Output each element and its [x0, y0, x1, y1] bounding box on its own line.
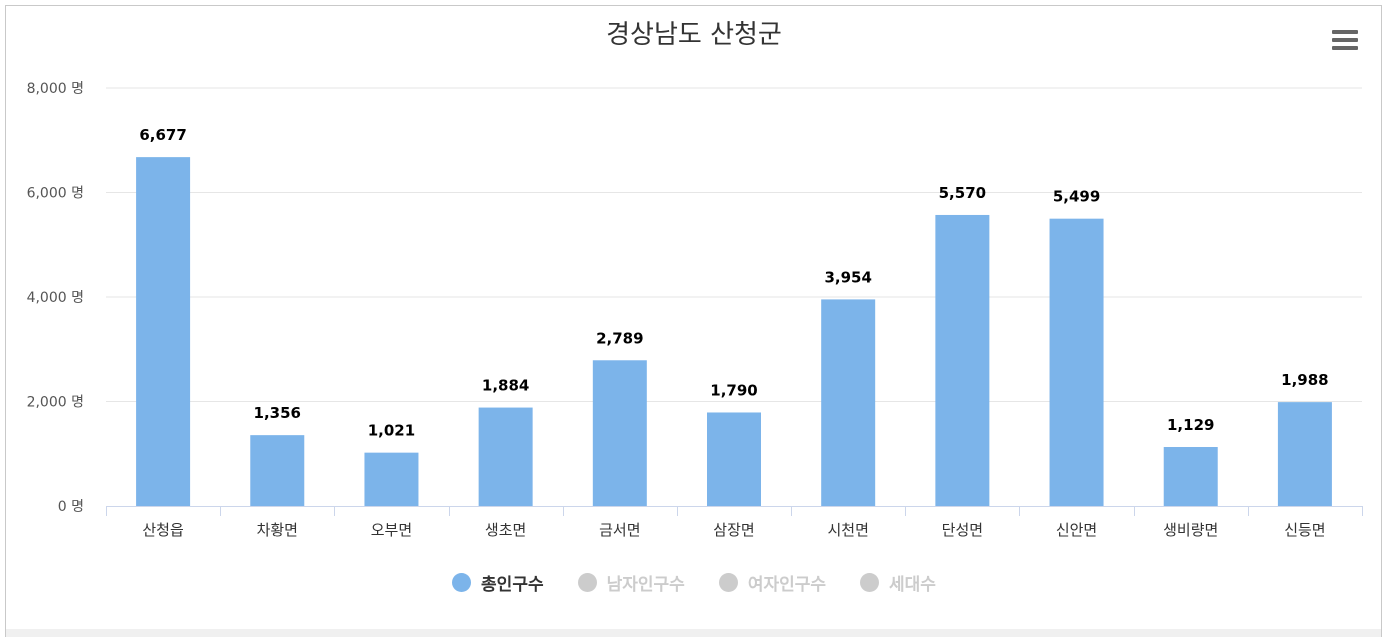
x-tick-label: 신안면: [1056, 521, 1097, 539]
bar[interactable]: [1163, 447, 1218, 506]
legend-marker-icon: [452, 573, 472, 592]
bar[interactable]: [364, 452, 419, 506]
chart-container: [5, 5, 1382, 637]
legend-item[interactable]: 여자인구수: [718, 570, 827, 595]
x-tick-label: 금서면: [599, 521, 640, 539]
legend-label: 총인구수: [481, 575, 544, 595]
legend-marker-icon: [577, 573, 597, 592]
y-tick-label: 0 명: [58, 499, 84, 515]
data-label: 1,988: [1281, 371, 1328, 389]
data-label: 5,570: [939, 184, 986, 202]
y-tick-label: 6,000 명: [27, 186, 84, 202]
legend-label: 여자인구수: [747, 575, 827, 595]
legend-item[interactable]: 세대수: [860, 570, 936, 595]
x-tick-label: 단성면: [942, 521, 983, 539]
chart-title: 경상남도 산청군: [606, 20, 782, 50]
data-label: 3,954: [824, 268, 871, 286]
bar[interactable]: [821, 299, 876, 506]
y-tick-label: 8,000 명: [27, 81, 84, 97]
legend-item[interactable]: 남자인구수: [577, 570, 685, 595]
bar[interactable]: [478, 407, 533, 506]
grid-lines: [106, 87, 1362, 402]
bar[interactable]: [707, 412, 761, 506]
x-tick-label: 생비량면: [1163, 521, 1218, 539]
bar[interactable]: [1277, 402, 1332, 506]
x-tick-label: 시천면: [827, 521, 868, 539]
x-tick-label: 삼장면: [713, 521, 754, 539]
hamburger-menu-icon[interactable]: [1332, 30, 1360, 52]
data-label: 1,884: [482, 377, 529, 395]
y-tick-label: 4,000 명: [27, 290, 84, 306]
bar[interactable]: [592, 360, 647, 506]
x-tick-label: 산청읍: [142, 521, 183, 539]
data-label: 1,790: [710, 381, 757, 399]
bar[interactable]: [136, 157, 191, 506]
legend-label: 남자인구수: [606, 575, 685, 595]
x-tick-label: 생초면: [485, 521, 526, 539]
bar[interactable]: [250, 435, 305, 506]
data-label: 1,129: [1167, 416, 1214, 434]
x-tick-label: 오부면: [371, 521, 412, 539]
data-label: 6,677: [139, 126, 186, 144]
data-label: 1,356: [254, 404, 301, 422]
data-labels: 6,677 1,356 1,021 1,884 2,789 1,790 3,954 5,570…: [139, 126, 1328, 440]
bar[interactable]: [935, 214, 990, 506]
legend-item[interactable]: 총인구수: [452, 570, 544, 595]
y-tick-label: 2,000 명: [27, 395, 84, 411]
legend-marker-icon: [718, 573, 738, 592]
data-label: 5,499: [1053, 188, 1100, 206]
legend-marker-icon: [860, 573, 880, 592]
legend-label: 세대수: [889, 575, 936, 595]
x-tick-label: 신등면: [1284, 521, 1325, 539]
bottom-band: [6, 629, 1381, 637]
data-label: 1,021: [368, 422, 415, 440]
data-label: 2,789: [596, 329, 643, 347]
legend: 총인구수 남자인구수 여자인구수 세대수: [0, 570, 1388, 595]
x-tick-label: 차황면: [257, 521, 298, 539]
bar[interactable]: [1049, 218, 1104, 506]
bars: [136, 157, 1332, 506]
